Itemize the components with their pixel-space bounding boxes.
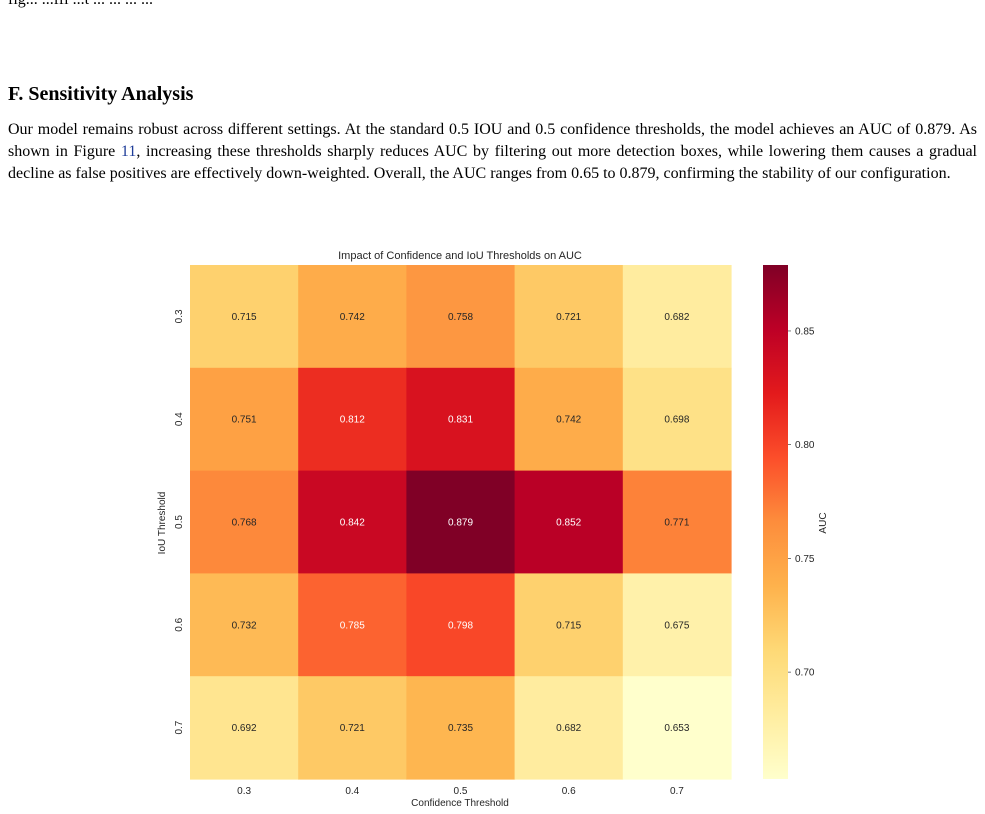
y-tick-label: 0.7 — [174, 720, 185, 734]
x-axis-tick-labels: 0.3 0.4 0.5 0.6 0.7 — [237, 786, 684, 797]
heatmap-cell-value: 0.831 — [448, 415, 473, 426]
heatmap-cell — [622, 367, 732, 472]
heatmap-cell-value: 0.751 — [232, 415, 257, 426]
heatmap-cell — [514, 676, 624, 780]
heatmap-cell-value: 0.785 — [340, 620, 365, 631]
heatmap-cell-value: 0.675 — [664, 620, 689, 631]
previous-page-text-fragment: fig... ...ffi ...t ... ... ... ... — [8, 0, 153, 10]
heatmap-cell — [622, 470, 732, 574]
heatmap-cell — [622, 573, 732, 677]
heatmap-cell-value: 0.758 — [448, 312, 473, 323]
heatmap-cell-value: 0.768 — [232, 518, 257, 529]
heatmap-cell-value: 0.879 — [448, 518, 473, 529]
x-tick-label: 0.7 — [670, 786, 684, 797]
y-tick-label: 0.6 — [174, 617, 185, 631]
heatmap-cell — [298, 367, 407, 472]
colorbar-tick-label: 0.75 — [795, 554, 815, 565]
heatmap-cell — [514, 367, 624, 472]
heatmap-cell — [190, 265, 299, 369]
heatmap-cell — [514, 470, 624, 574]
body-paragraph: Our model remains robust across differen… — [8, 119, 977, 185]
heatmap-cell — [622, 265, 732, 369]
colorbar-tick-label: 0.70 — [795, 668, 815, 679]
y-axis-label: IoU Threshold — [157, 492, 168, 555]
y-tick-label: 0.5 — [174, 515, 185, 529]
heatmap-cell-value: 0.698 — [664, 415, 689, 426]
colorbar-label: AUC — [818, 512, 829, 533]
paragraph-text-before-ref: Our model remains robust across differen… — [8, 121, 977, 160]
heatmap-cell-value: 0.682 — [556, 723, 581, 734]
heatmap-cell — [298, 470, 407, 574]
heatmap-cell-value: 0.852 — [556, 518, 581, 529]
chart-title: Impact of Confidence and IoU Thresholds … — [338, 250, 582, 262]
heatmap-cell-value: 0.735 — [448, 723, 473, 734]
heatmap-cell — [298, 676, 407, 780]
colorbar-tick-labels: 0.70 0.75 0.80 0.85 — [788, 326, 815, 679]
x-axis-label: Confidence Threshold — [411, 798, 509, 809]
x-tick-label: 0.3 — [237, 786, 251, 797]
heatmap-cell — [190, 573, 299, 677]
x-tick-label: 0.6 — [562, 786, 576, 797]
heatmap-cell-value: 0.653 — [664, 723, 689, 734]
heatmap-cell — [190, 470, 299, 574]
heatmap-cell — [190, 367, 299, 472]
heatmap-cell-value: 0.721 — [340, 723, 365, 734]
heatmap-grid: 0.715 0.742 0.758 0.721 0.682 0.751 0.812 0.831… — [190, 265, 732, 780]
section-heading: F. Sensitivity Analysis — [8, 83, 194, 105]
heatmap-cell-value: 0.721 — [556, 312, 581, 323]
heatmap-cell — [190, 676, 299, 780]
y-tick-label: 0.3 — [174, 309, 185, 323]
y-axis-tick-labels: 0.3 0.4 0.5 0.6 0.7 — [174, 309, 185, 735]
heatmap-cell — [298, 573, 407, 677]
heatmap-cell — [406, 676, 516, 780]
heatmap-cell-value: 0.732 — [232, 620, 257, 631]
heatmap-cell — [406, 470, 516, 574]
heatmap-cell — [298, 265, 407, 369]
heatmap-cell — [514, 573, 624, 677]
heatmap-cell — [514, 265, 624, 369]
heatmap-cell-value: 0.742 — [340, 312, 365, 323]
paragraph-text-after-ref: , increasing these thresholds sharply re… — [8, 143, 978, 182]
heatmap-cell-value: 0.682 — [664, 312, 689, 323]
colorbar-tick-label: 0.85 — [795, 326, 815, 337]
colorbar — [763, 265, 788, 779]
heatmap-cell-value: 0.715 — [232, 312, 257, 323]
heatmap-cell-value: 0.715 — [556, 620, 581, 631]
heatmap-cell-value: 0.798 — [448, 620, 473, 631]
x-tick-label: 0.4 — [345, 786, 359, 797]
heatmap-cell-value: 0.812 — [340, 415, 365, 426]
heatmap-cell-value: 0.742 — [556, 415, 581, 426]
figure-reference-link[interactable]: 11 — [120, 143, 137, 160]
x-tick-label: 0.5 — [454, 786, 468, 797]
heatmap-cell — [622, 676, 732, 780]
heatmap-cell-value: 0.842 — [340, 518, 365, 529]
y-tick-label: 0.4 — [174, 412, 185, 426]
heatmap-cell-value: 0.771 — [664, 518, 689, 529]
heatmap-cell — [406, 265, 516, 369]
heatmap-cell-value: 0.692 — [232, 723, 257, 734]
colorbar-tick-label: 0.80 — [795, 440, 815, 451]
heatmap-cell — [406, 573, 516, 677]
heatmap-cell — [406, 367, 516, 472]
